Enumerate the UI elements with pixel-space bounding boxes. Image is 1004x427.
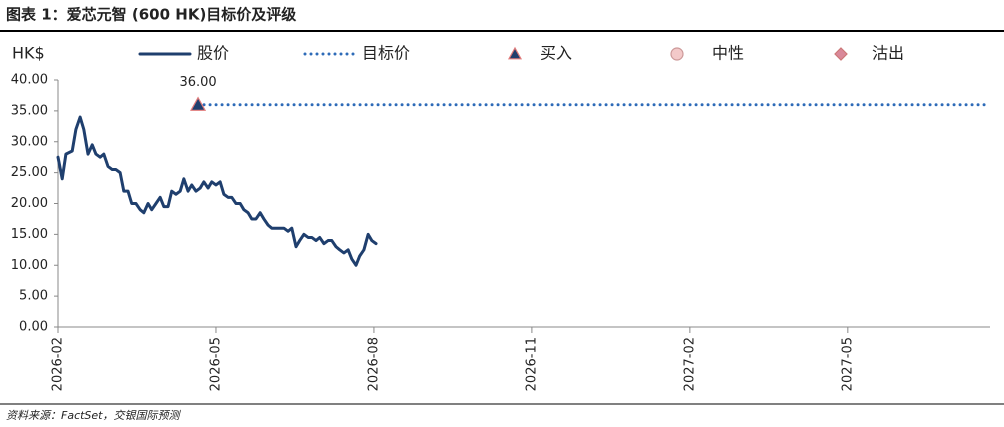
y-tick-label: 15.00	[11, 227, 48, 242]
y-tick-label: 40.00	[11, 73, 48, 88]
y-tick-label: 10.00	[11, 258, 48, 273]
source-note: 资料来源：FactSet，交银国际预测	[6, 409, 181, 422]
data-label: 36.00	[179, 75, 216, 90]
y-tick-label: 0.00	[19, 320, 48, 335]
x-tick-label: 2026-11	[524, 337, 539, 391]
x-tick-label: 2026-05	[208, 337, 223, 391]
y-tick-label: 20.00	[11, 196, 48, 211]
legend-label: 股价	[197, 44, 229, 63]
legend-label: 目标价	[362, 44, 410, 63]
legend-label: 买入	[540, 44, 572, 63]
marker-circle	[670, 47, 684, 61]
x-tick-label: 2026-08	[366, 337, 381, 391]
y-tick-label: 5.00	[19, 289, 48, 304]
x-tick-label: 2027-02	[682, 337, 697, 391]
x-tick-label: 2026-02	[51, 337, 66, 391]
x-tick-label: 2027-05	[840, 337, 855, 391]
y-tick-label: 35.00	[11, 103, 48, 118]
series-line	[56, 115, 378, 267]
y-axis-label: HK$	[12, 44, 45, 63]
marker-triangle	[190, 96, 207, 111]
chart-title: 图表 1：爱芯元智 (600 HK)目标价及评级	[6, 6, 297, 24]
y-tick-label: 25.00	[11, 165, 48, 180]
legend-label: 沽出	[872, 44, 904, 63]
marker-diamond	[834, 47, 848, 61]
y-tick-label: 30.00	[11, 134, 48, 149]
marker-triangle	[507, 46, 523, 60]
legend-label: 中性	[712, 44, 744, 63]
